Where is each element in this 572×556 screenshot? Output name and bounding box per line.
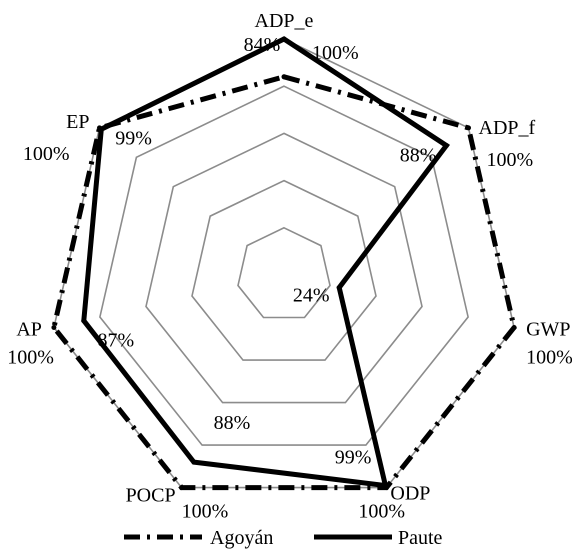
axis-label-ep: EP	[66, 111, 89, 133]
axis-label-pocp: POCP	[126, 485, 176, 507]
data-point-paute-ep	[98, 126, 104, 132]
legend: Agoyán Paute	[124, 527, 443, 549]
axis-label-odp: ODP	[390, 483, 430, 505]
legend-label-agoyan: Agoyán	[210, 527, 273, 549]
data-point-agoy-n-gwp	[511, 325, 517, 330]
grid-ring-1	[237, 226, 331, 319]
axis-label-adp-f: ADP_f	[479, 117, 536, 139]
data-point-paute-gwp	[336, 285, 342, 291]
value-label-paute-odp: 99%	[335, 447, 372, 469]
data-point-paute-ap	[81, 318, 87, 324]
value-label-paute-adp-e: 84%	[244, 34, 281, 56]
axis-label-gwp: GWP	[526, 319, 570, 341]
value-label-paute-ep: 99%	[115, 127, 152, 149]
series-line-agoy-n	[51, 74, 517, 491]
data-point-agoy-n-adp-f	[466, 125, 471, 131]
axis-label-adp-e: ADP_e	[255, 10, 314, 32]
value-label-agoy-n-gwp: 100%	[526, 347, 572, 369]
grid-ring-3	[145, 132, 423, 404]
value-label-paute-adp-f: 88%	[400, 145, 437, 167]
value-label-paute-pocp: 88%	[214, 412, 251, 434]
value-label-agoy-n-ep: 100%	[23, 143, 70, 165]
data-point-agoy-n-adp-e	[281, 74, 287, 80]
series-line-paute	[81, 36, 451, 489]
value-label-agoy-n-adp-f: 100%	[487, 149, 534, 171]
axis-label-ap: AP	[16, 319, 42, 341]
value-label-agoy-n-pocp: 100%	[182, 501, 229, 523]
grid-ring-2	[191, 179, 377, 361]
value-label-agoy-n-ap: 100%	[7, 347, 54, 369]
radar-grid	[53, 38, 515, 489]
radar-labels: ADP_e100%84%ADP_f100%88%GWP100%24%ODP100…	[7, 10, 572, 523]
value-label-agoy-n-adp-e: 100%	[312, 42, 359, 64]
value-label-agoy-n-odp: 100%	[358, 501, 405, 523]
data-point-paute-adp-f	[443, 143, 449, 148]
grid-ring-4	[99, 85, 469, 446]
data-point-agoy-n-pocp	[179, 485, 185, 491]
data-point-paute-adp-e	[281, 36, 287, 42]
value-label-paute-ap: 87%	[97, 330, 134, 352]
grid-ring-5	[53, 38, 515, 489]
value-label-paute-gwp: 24%	[293, 285, 330, 307]
data-point-paute-pocp	[191, 459, 197, 465]
radar-series	[51, 36, 517, 491]
legend-label-paute: Paute	[398, 527, 443, 549]
data-point-agoy-n-ap	[51, 325, 57, 330]
data-point-paute-odp	[382, 483, 388, 488]
